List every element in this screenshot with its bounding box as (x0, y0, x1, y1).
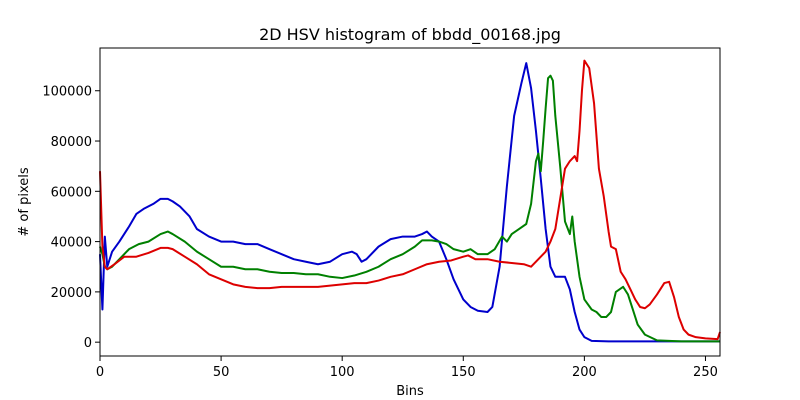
chart-title: 2D HSV histogram of bbdd_00168.jpg (259, 25, 561, 45)
series-line-2 (99, 74, 720, 343)
x-tick-label: 0 (96, 365, 104, 380)
x-tick-label: 50 (213, 365, 230, 380)
x-tick-label: 150 (451, 365, 476, 380)
plot-frame (99, 47, 721, 357)
y-tick-label: 80000 (51, 135, 92, 150)
x-tick-label: 100 (330, 365, 355, 380)
x-axis-label: Bins (396, 384, 424, 399)
y-tick-label: 60000 (51, 185, 92, 200)
plot-background (100, 48, 720, 356)
series-layer (99, 59, 721, 343)
y-tick-label: 0 (84, 336, 92, 351)
x-tick-label: 250 (693, 365, 718, 380)
axis-ticks: 0 50 100 150 200 250 0 20000 40000 60000 80000 1000… (42, 85, 718, 380)
series-line-1 (99, 62, 720, 343)
y-tick-label: 100000 (42, 85, 92, 100)
x-tick-label: 200 (572, 365, 597, 380)
y-tick-label: 20000 (51, 286, 92, 301)
y-tick-label: 40000 (51, 236, 92, 251)
series-line-3 (99, 59, 721, 341)
y-axis-label: # of pixels (17, 167, 32, 236)
